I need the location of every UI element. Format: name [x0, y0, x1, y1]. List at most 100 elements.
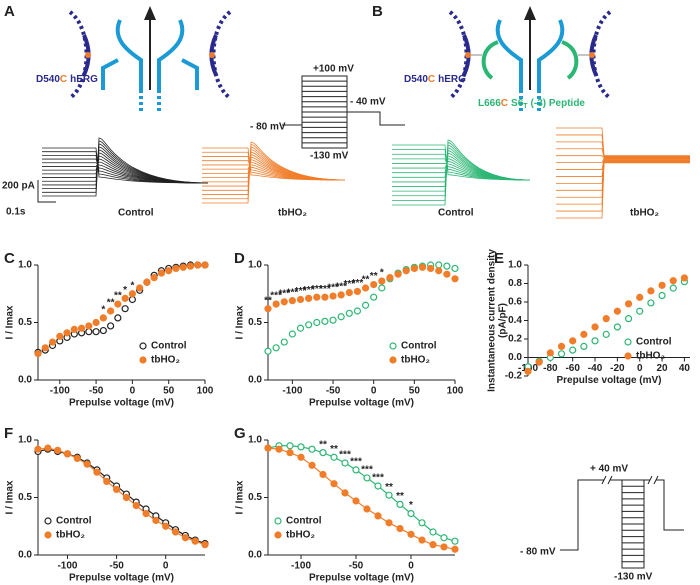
x-axis-label: Prepulse voltage (mV): [556, 375, 661, 386]
turret: [68, 10, 89, 100]
peptide: [481, 40, 499, 80]
x-tick-label: -50: [349, 561, 364, 572]
significance: ***: [352, 278, 364, 289]
data-point: [624, 315, 633, 323]
data-point: [296, 295, 305, 304]
data-point: [407, 530, 415, 538]
data-point: [297, 453, 305, 461]
trace: [556, 159, 690, 184]
data-point: [385, 491, 393, 499]
data-point: [70, 325, 78, 333]
residue: L666: [478, 98, 501, 109]
x-tick-label: 0: [371, 386, 377, 397]
trace: [556, 162, 690, 219]
significance: **: [330, 444, 338, 455]
data-point: [613, 307, 621, 315]
data-point: [73, 454, 81, 462]
channel-diagram: [68, 6, 232, 112]
y-tick-label: 1.0: [508, 260, 522, 271]
data-point: [353, 307, 362, 315]
x-tick-label: -100: [282, 386, 302, 397]
legend-label: Control: [151, 341, 187, 352]
legend-marker: [274, 531, 282, 539]
x-tick-label: -50: [89, 386, 104, 397]
data-point: [636, 307, 644, 315]
data-point: [150, 274, 158, 282]
data-point: [194, 261, 202, 269]
mutation: C: [60, 74, 67, 85]
x-tick-label: 100: [447, 386, 464, 397]
data-point: [275, 445, 283, 453]
x-tick-label: -50: [109, 561, 124, 572]
data-point: [54, 446, 62, 454]
data-point: [330, 453, 338, 461]
data-point: [165, 267, 173, 275]
channel-name: hERG: [438, 74, 466, 85]
y-tick-label: 0.6: [508, 297, 522, 308]
significance: **: [362, 275, 370, 286]
data-point: [669, 284, 677, 292]
significance: **: [396, 491, 404, 502]
trace: [556, 160, 690, 191]
y-tick-label: 0.0: [508, 352, 522, 363]
residue: D540: [36, 74, 60, 85]
data-point: [114, 314, 122, 322]
data-point: [435, 261, 443, 269]
channel-diagram: [448, 6, 612, 112]
x-tick-label: -100: [291, 561, 311, 572]
data-point: [658, 281, 666, 289]
y-tick-label: 0.2: [508, 334, 522, 345]
y-axis-label: I / Imax: [235, 480, 246, 514]
x-tick-label: 40: [679, 363, 691, 374]
data-point: [524, 367, 532, 375]
protocol-label: -130 mV: [310, 151, 349, 162]
helix: [495, 19, 523, 90]
data-point: [122, 493, 131, 502]
y-tick-label: 0.0: [18, 550, 32, 561]
y-tick-label: 0.8: [508, 278, 522, 289]
protocol-label: - 40 mV: [350, 97, 386, 108]
residue: D540: [404, 74, 428, 85]
data-point: [363, 505, 371, 513]
data-point: [172, 264, 180, 273]
y-tick-label: 1.0: [18, 260, 32, 271]
x-tick-label: 0: [408, 561, 414, 572]
x-tick-label: -50: [326, 386, 341, 397]
data-point: [280, 298, 288, 306]
trace-label: tbHO₂: [278, 208, 307, 219]
panel-label: D: [234, 250, 245, 267]
data-point: [99, 326, 107, 335]
helix-dashed: [139, 90, 161, 112]
trace: [556, 141, 690, 158]
data-point: [264, 347, 272, 355]
trace: [556, 148, 690, 158]
panel-label: E: [494, 250, 504, 267]
protocol-line: [282, 111, 405, 126]
data-point: [345, 309, 353, 317]
y-tick-label: 1.0: [248, 435, 262, 446]
data-point: [451, 275, 459, 283]
data-point: [337, 313, 345, 321]
data-point: [288, 330, 296, 338]
subscript: T: [523, 103, 528, 110]
data-point: [591, 337, 599, 345]
data-point: [427, 264, 435, 273]
trace: [556, 160, 690, 198]
x-tick-label: 0: [163, 561, 169, 572]
data-point: [48, 338, 57, 346]
data-point: [451, 537, 459, 545]
x-tick-label: -80: [543, 363, 558, 374]
data-point: [288, 297, 296, 305]
significance: ***: [295, 286, 307, 297]
channel-name: hERG: [70, 74, 98, 85]
current-traces: [42, 127, 690, 219]
significance: **: [107, 298, 115, 309]
data-point: [152, 516, 160, 525]
data-point: [557, 342, 566, 350]
cysteine: [465, 52, 471, 58]
trace: [556, 155, 690, 159]
significance: ***: [350, 457, 362, 468]
legend-marker: [44, 531, 52, 539]
significance: ***: [287, 287, 299, 298]
